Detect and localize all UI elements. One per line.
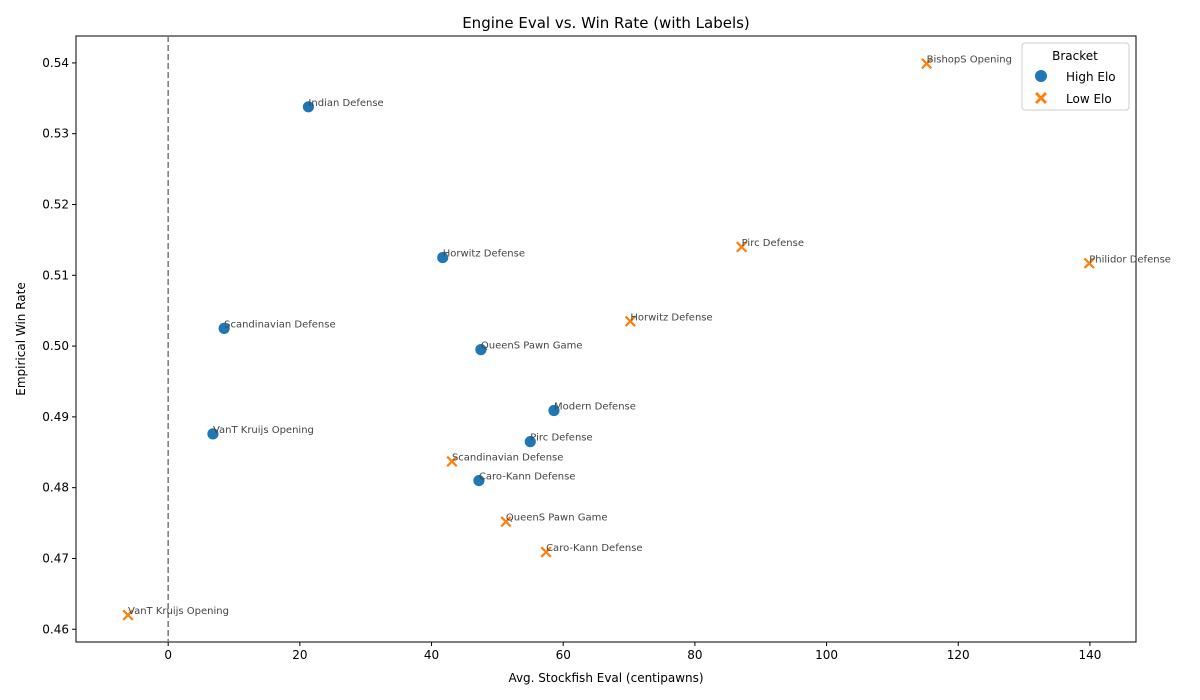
point-label: VanT Kruijs Opening: [128, 606, 229, 617]
point-label: Horwitz Defense: [443, 249, 525, 260]
data-point: [547, 404, 561, 417]
x-tick-label: 0: [164, 648, 172, 662]
data-point: [206, 427, 220, 441]
series-low-elo: BishopS Opening Pirc Defense Philidor Defe…: [121, 55, 1171, 622]
point-label: Pirc Defense: [530, 433, 592, 444]
x-tick-label: 100: [815, 648, 838, 662]
y-axis-label: Empirical Win Rate: [14, 282, 28, 395]
x-tick-label: 140: [1078, 648, 1101, 662]
point-label: Modern Defense: [554, 402, 636, 413]
y-tick-label: 0.48: [42, 481, 69, 495]
data-point: [121, 608, 135, 622]
point-label: BishopS Opening: [927, 55, 1012, 66]
x-tick-label: 80: [687, 648, 702, 662]
data-point: [539, 545, 553, 559]
data-point: [436, 251, 450, 264]
x-tick-label: 40: [424, 648, 439, 662]
data-point: [920, 57, 934, 71]
x-tick-label: 20: [292, 648, 307, 662]
y-tick-label: 0.52: [42, 197, 69, 211]
point-label: VanT Kruijs Opening: [213, 425, 314, 436]
x-tick-label: 120: [947, 648, 970, 662]
points-layer: Indian Defense Horwitz Defense Scandinavia…: [121, 55, 1171, 622]
data-point: [472, 474, 486, 487]
data-point: [523, 435, 537, 449]
point-label: Philidor Defense: [1089, 254, 1171, 265]
x-axis-label: Avg. Stockfish Eval (centipawns): [508, 671, 703, 685]
data-point: [302, 100, 315, 114]
point-label: Scandinavian Defense: [452, 452, 563, 463]
point-label: Horwitz Defense: [630, 312, 712, 323]
point-label: Caro-Kann Defense: [546, 543, 643, 554]
series-high-elo: Indian Defense Horwitz Defense Scandinavia…: [206, 98, 636, 487]
legend-label-high-elo: High Elo: [1066, 70, 1116, 84]
legend-label-low-elo: Low Elo: [1066, 92, 1112, 106]
point-label: Indian Defense: [308, 98, 383, 109]
y-tick-label: 0.46: [42, 622, 69, 636]
plot-area: [75, 35, 1137, 643]
data-point: [474, 343, 488, 357]
point-label: Pirc Defense: [742, 238, 804, 249]
point-label: QueenS Pawn Game: [481, 341, 583, 352]
y-tick-label: 0.54: [42, 56, 69, 70]
legend: Bracket High Elo Low Elo: [1021, 42, 1130, 111]
data-point: [735, 240, 749, 254]
y-tick-label: 0.49: [42, 410, 69, 424]
x-axis: 0 20 40 60 80 100 120 140: [164, 642, 1101, 662]
y-tick-label: 0.51: [42, 268, 69, 282]
y-tick-label: 0.53: [42, 127, 69, 141]
x-tick-label: 60: [556, 648, 571, 662]
legend-title: Bracket: [1052, 49, 1098, 63]
data-point: [217, 321, 231, 335]
data-point: [623, 314, 637, 328]
chart-title: Engine Eval vs. Win Rate (with Labels): [462, 14, 750, 32]
data-point: [445, 455, 459, 468]
y-axis: 0.46 0.47 0.48 0.49 0.50 0.51 0.52 0.53 0.54: [42, 56, 76, 636]
point-label: QueenS Pawn Game: [506, 513, 608, 524]
plot-frame: [75, 35, 1137, 643]
data-point: [1082, 256, 1096, 270]
point-label: Caro-Kann Defense: [479, 472, 576, 483]
point-label: Scandinavian Defense: [224, 319, 335, 330]
legend-box: [1021, 42, 1130, 111]
legend-marker-low-elo: [1035, 92, 1047, 104]
data-point: [499, 515, 513, 529]
legend-marker-high-elo: [1035, 70, 1047, 82]
y-tick-label: 0.47: [42, 551, 69, 565]
y-tick-label: 0.50: [42, 339, 69, 353]
